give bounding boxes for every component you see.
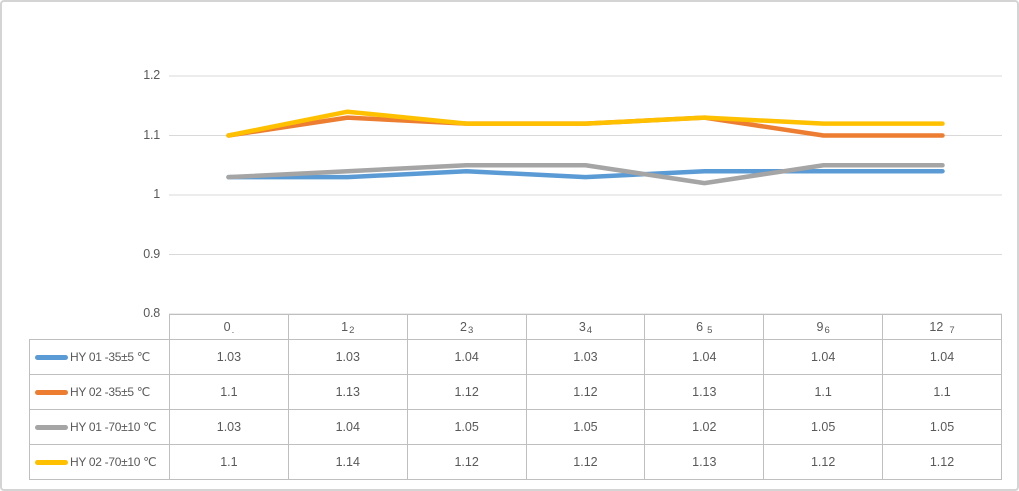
data-table-header-row: 0. 12 23 34 6 5 96 12 7 xyxy=(30,314,1002,340)
x-category-header-cell: 0. xyxy=(169,314,289,340)
x-category-label: 1 xyxy=(341,320,349,334)
x-axis-overlay-label: 6 xyxy=(824,325,830,336)
x-category-label: 6 xyxy=(696,320,704,334)
legend-line-swatch-icon xyxy=(35,459,68,465)
value-cell: 1.03 xyxy=(287,339,408,375)
x-axis-overlay-label: 5 xyxy=(707,325,713,336)
x-category-label: 2 xyxy=(459,320,467,334)
value-cell: 1.12 xyxy=(406,374,527,410)
legend-series-label: HY 02 -70±10 ℃ xyxy=(70,455,157,469)
legend-cell: HY 02 -70±10 ℃ xyxy=(29,444,170,480)
chart-data-table: 0. 12 23 34 6 5 96 12 7 HY 01 -35±5 ℃ 1.03 1.03 1.0… xyxy=(29,314,1002,480)
legend-cell: HY 01 -70±10 ℃ xyxy=(29,409,170,445)
x-category-label: 12 xyxy=(929,320,944,334)
value-cell: 1.1 xyxy=(169,444,289,480)
data-table-body: HY 01 -35±5 ℃ 1.03 1.03 1.04 1.03 1.04 1.04 1.0… xyxy=(29,339,1002,480)
value-cell: 1.12 xyxy=(525,444,646,480)
y-tick-label: 0.8 xyxy=(143,306,160,320)
value-cell: 1.12 xyxy=(763,444,884,480)
value-cell: 1.04 xyxy=(287,409,408,445)
value-cell: 1.05 xyxy=(763,409,884,445)
value-cell: 1.04 xyxy=(882,339,1002,375)
x-axis-overlay-label: 3 xyxy=(467,325,474,336)
series-line-0 xyxy=(226,168,945,180)
value-cell: 1.04 xyxy=(644,339,765,375)
legend-line-swatch-icon xyxy=(35,424,68,430)
table-row: HY 01 -35±5 ℃ 1.03 1.03 1.04 1.03 1.04 1.04 1.0… xyxy=(29,339,1002,375)
value-cell: 1.1 xyxy=(763,374,884,410)
value-cell: 1.12 xyxy=(882,444,1002,480)
table-row: HY 01 -70±10 ℃ 1.03 1.04 1.05 1.05 1.02 1.05 1.… xyxy=(29,409,1002,445)
x-axis-overlay-label: 4 xyxy=(586,325,593,336)
value-cell: 1.14 xyxy=(287,444,408,480)
table-row-header: 0. 12 23 34 6 5 96 12 7 xyxy=(30,314,1002,340)
value-cell: 1.03 xyxy=(169,339,289,375)
value-cell: 1.13 xyxy=(644,374,765,410)
series-line-1 xyxy=(226,115,945,138)
value-cell: 1.03 xyxy=(169,409,289,445)
x-category-header-cell: 12 xyxy=(287,314,408,340)
value-cell: 1.04 xyxy=(763,339,884,375)
legend-series-label: HY 01 -70±10 ℃ xyxy=(70,420,157,434)
legend-series-label: HY 01 -35±5 ℃ xyxy=(70,350,150,364)
x-axis-overlay-label: 2 xyxy=(349,325,355,336)
legend-series-label: HY 02 -35±5 ℃ xyxy=(70,385,150,399)
value-cell: 1.13 xyxy=(644,444,765,480)
series-line-3 xyxy=(226,109,945,138)
value-cell: 1.02 xyxy=(644,409,765,445)
value-cell: 1.05 xyxy=(406,409,527,445)
value-cell: 1.13 xyxy=(287,374,408,410)
x-category-header-cell: 34 xyxy=(525,314,646,340)
x-category-header-cell: 96 xyxy=(763,314,884,340)
x-category-header-cell: 23 xyxy=(406,314,527,340)
legend-cell: HY 01 -35±5 ℃ xyxy=(29,339,170,375)
x-category-label: 9 xyxy=(816,320,824,334)
legend-line-swatch-icon xyxy=(35,354,68,360)
value-cell: 1.1 xyxy=(882,374,1002,410)
series-line-2 xyxy=(226,163,945,186)
value-cell: 1.12 xyxy=(525,374,646,410)
y-tick-label: 1.1 xyxy=(143,127,160,142)
legend-line-swatch-icon xyxy=(35,389,68,395)
y-tick-label: 1 xyxy=(153,187,160,201)
x-category-label: 0 xyxy=(223,320,231,334)
x-category-header-cell: 12 7 xyxy=(882,314,1002,340)
y-tick-label: 0.9 xyxy=(143,246,160,261)
x-category-label: 3 xyxy=(578,320,586,334)
header-blank-cell xyxy=(30,315,170,340)
value-cell: 1.05 xyxy=(882,409,1002,445)
x-axis-overlay-label: 7 xyxy=(949,325,955,336)
table-row: HY 02 -70±10 ℃ 1.1 1.14 1.12 1.12 1.13 1.12 1.1… xyxy=(29,444,1002,480)
value-cell: 1.03 xyxy=(525,339,646,375)
y-tick-label: 1.2 xyxy=(143,68,160,82)
value-cell: 1.1 xyxy=(169,374,289,410)
x-axis-overlay-label: . xyxy=(231,325,235,336)
value-cell: 1.12 xyxy=(406,444,527,480)
table-row: HY 02 -35±5 ℃ 1.1 1.13 1.12 1.12 1.13 1.1 1.1 xyxy=(29,374,1002,410)
legend-cell: HY 02 -35±5 ℃ xyxy=(29,374,170,410)
value-cell: 1.05 xyxy=(525,409,646,445)
value-cell: 1.04 xyxy=(406,339,527,375)
